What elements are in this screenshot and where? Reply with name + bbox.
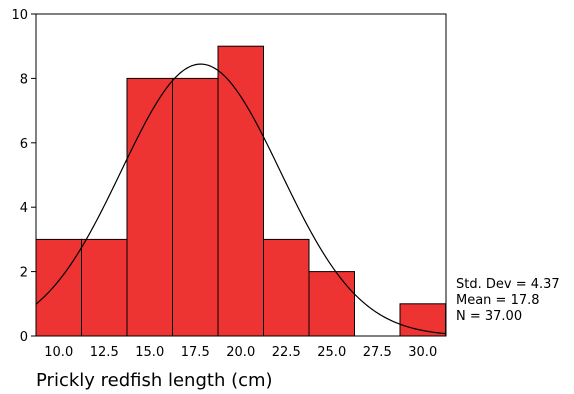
y-axis: 0 2 4 6 8 10 <box>11 8 36 345</box>
x-tick-label-15.0: 15.0 <box>135 345 164 360</box>
x-tick-label-25.0: 25.0 <box>317 345 346 360</box>
x-tick-label-30.0: 30.0 <box>408 345 437 360</box>
bar-15.0 <box>126 77 173 337</box>
bar-30.0 <box>399 303 446 337</box>
mean-stat: Mean = 17.8 <box>456 293 540 308</box>
x-tick-label-10.0: 10.0 <box>44 345 73 360</box>
stats-box: Std. Dev = 4.37 Mean = 17.8 N = 37.00 <box>456 277 560 325</box>
y-tick-label-8: 8 <box>20 72 28 87</box>
normal-curve <box>35 63 446 335</box>
x-tick-label-27.5: 27.5 <box>363 345 392 360</box>
bar-25.0 <box>308 271 355 337</box>
y-tick-label-10: 10 <box>11 8 28 23</box>
bars-group <box>35 45 446 337</box>
x-tick-label-17.5: 17.5 <box>181 345 210 360</box>
y-tick-label-2: 2 <box>20 266 28 281</box>
x-tick-label-22.5: 22.5 <box>272 345 301 360</box>
x-tick-label-12.5: 12.5 <box>90 345 119 360</box>
bar-22.5 <box>263 238 310 337</box>
y-tick-label-0: 0 <box>20 330 28 345</box>
std-dev-stat: Std. Dev = 4.37 <box>456 277 560 292</box>
x-tick-label-20.0: 20.0 <box>226 345 255 360</box>
n-stat: N = 37.00 <box>456 309 523 324</box>
bar-10.0 <box>35 238 82 337</box>
bar-20.0 <box>217 45 264 337</box>
y-tick-label-6: 6 <box>20 137 28 152</box>
x-axis-label: Prickly redfish length (cm) <box>36 370 273 391</box>
x-axis: 10.0 12.5 15.0 17.5 20.0 22.5 25.0 27.5 30.0 <box>44 345 437 360</box>
bar-17.5 <box>172 77 219 337</box>
bar-12.5 <box>81 238 128 337</box>
y-tick-label-4: 4 <box>20 201 28 216</box>
